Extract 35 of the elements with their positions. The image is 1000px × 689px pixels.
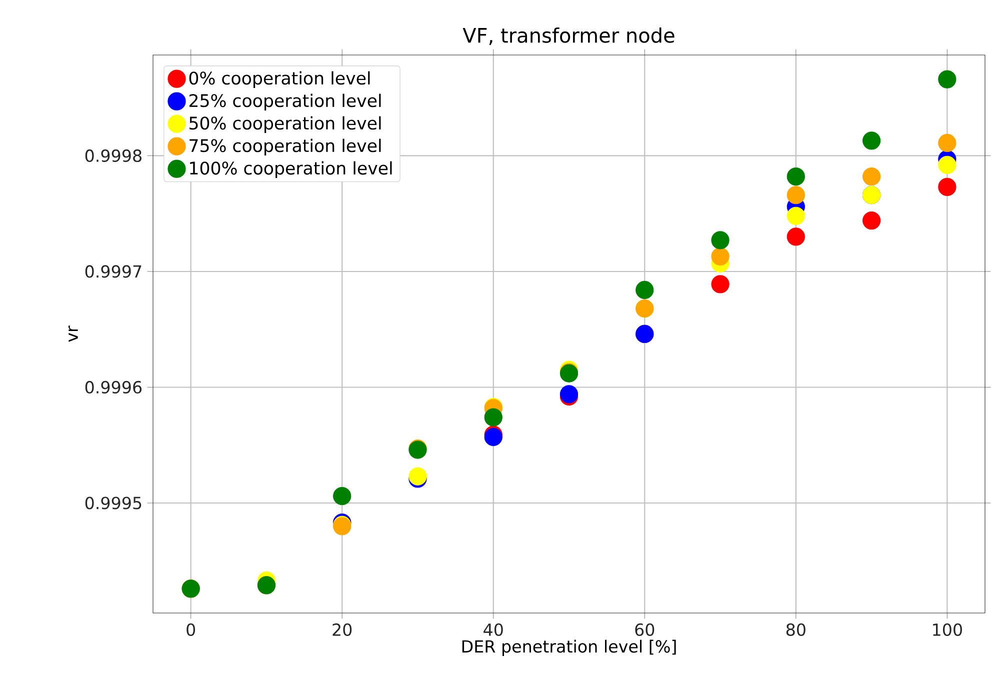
legend-label: 75% cooperation level [190, 138, 381, 156]
x-axis-title: DER penetration level [%] [462, 640, 676, 656]
y-tick-label: 0.9998 [85, 149, 142, 162]
point [711, 231, 730, 250]
point [711, 275, 730, 294]
legend-label: 25% cooperation level [189, 94, 381, 111]
legend-label: 50% cooperation level [190, 116, 381, 134]
point [862, 167, 881, 186]
point [938, 156, 956, 174]
x-tick-label: 0 [186, 623, 196, 636]
point [484, 408, 502, 426]
point [333, 486, 352, 506]
legend-label: 100% cooperation level [190, 161, 392, 178]
x-tick-label: 60 [635, 623, 654, 636]
point [786, 228, 805, 246]
x-tick-label: 100 [933, 623, 962, 636]
legend-label: 0% cooperation level [189, 71, 370, 88]
point [636, 280, 654, 300]
point [862, 132, 881, 150]
x-tick-label: 80 [786, 623, 806, 636]
point [938, 178, 956, 196]
x-tick-label: 20 [332, 623, 352, 636]
point [786, 206, 805, 225]
y-axis-title: vr [68, 326, 78, 342]
y-tick-label: 0.9996 [85, 380, 142, 394]
point [786, 167, 805, 186]
y-tick-label: 0.9995 [85, 496, 142, 510]
point [786, 186, 805, 204]
chart-title: VF, transformer node [462, 27, 674, 45]
y-tick-label: 0.9997 [85, 265, 142, 278]
point [938, 70, 956, 88]
point [938, 134, 956, 152]
x-tick-label: 40 [484, 623, 503, 636]
point [862, 211, 881, 230]
point [711, 247, 730, 266]
